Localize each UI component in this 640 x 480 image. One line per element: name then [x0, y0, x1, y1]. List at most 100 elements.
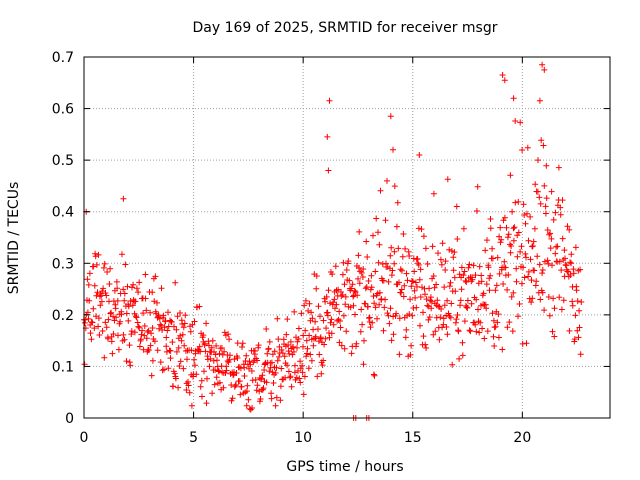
data-point — [218, 345, 225, 351]
data-point — [460, 225, 467, 232]
data-point — [416, 276, 423, 283]
data-point — [281, 353, 288, 360]
data-point — [565, 268, 572, 275]
data-point — [441, 284, 448, 291]
data-point — [368, 284, 375, 291]
data-point — [349, 281, 356, 288]
data-point — [370, 232, 376, 239]
data-point — [548, 235, 555, 242]
data-point — [175, 384, 182, 391]
data-point — [450, 254, 457, 261]
data-point — [234, 340, 241, 347]
data-point — [497, 224, 504, 231]
data-point — [256, 388, 263, 395]
data-point — [552, 250, 559, 257]
data-point — [266, 368, 273, 375]
data-point — [308, 357, 315, 364]
data-point — [348, 350, 355, 357]
data-point — [569, 298, 576, 305]
data-point — [156, 315, 163, 322]
data-point — [359, 321, 366, 328]
data-point — [407, 296, 414, 303]
data-point — [233, 381, 239, 388]
data-point — [295, 325, 302, 332]
data-points — [80, 61, 585, 421]
data-point — [385, 312, 392, 319]
data-point — [490, 333, 497, 340]
data-point — [100, 264, 107, 271]
data-point — [399, 267, 405, 274]
data-point — [185, 382, 192, 389]
data-point — [98, 292, 105, 299]
data-point — [529, 243, 536, 249]
data-point — [212, 367, 219, 373]
data-point — [515, 229, 522, 236]
data-point — [357, 328, 364, 335]
data-point — [424, 302, 431, 309]
data-point — [376, 289, 383, 296]
data-point — [377, 187, 384, 194]
data-point — [387, 305, 394, 312]
data-point — [462, 277, 469, 284]
data-point — [161, 366, 167, 373]
data-point — [458, 264, 465, 271]
data-point — [243, 402, 250, 409]
data-point — [309, 315, 316, 322]
data-point — [505, 271, 512, 278]
data-point — [226, 356, 233, 363]
data-point — [261, 367, 268, 373]
data-point — [104, 269, 111, 275]
data-point — [127, 362, 134, 369]
data-point — [276, 353, 282, 360]
data-point — [544, 257, 551, 264]
data-point — [557, 204, 564, 211]
data-point — [403, 270, 410, 277]
data-point — [417, 266, 424, 273]
data-point — [442, 267, 449, 273]
chart-title: Day 169 of 2025, SRMTID for receiver msg… — [193, 20, 498, 36]
data-point — [103, 324, 110, 331]
data-point — [426, 285, 433, 292]
data-point — [465, 264, 472, 271]
data-point — [237, 391, 244, 398]
data-point — [433, 281, 440, 288]
data-point — [196, 303, 203, 310]
data-point — [277, 383, 284, 390]
data-point — [332, 305, 338, 312]
data-point — [538, 137, 545, 144]
data-point — [246, 358, 253, 365]
data-point — [316, 351, 323, 358]
data-point — [398, 286, 405, 293]
data-point — [549, 262, 555, 269]
data-point — [401, 282, 408, 289]
data-point — [360, 361, 367, 368]
data-point — [224, 358, 231, 364]
data-point — [520, 264, 527, 271]
data-point — [329, 271, 336, 278]
data-point — [536, 194, 543, 201]
data-point — [140, 310, 147, 317]
data-point — [93, 261, 100, 268]
data-point — [99, 288, 106, 295]
data-point — [165, 365, 172, 372]
data-point — [542, 203, 549, 210]
data-point — [87, 330, 94, 337]
y-axis-label: SRMTID / TECUs — [6, 182, 22, 295]
data-point — [121, 336, 128, 343]
data-point — [507, 172, 514, 179]
data-point — [313, 285, 320, 292]
data-point — [558, 306, 565, 313]
data-point — [348, 285, 355, 292]
data-point — [339, 291, 346, 298]
data-point — [370, 371, 377, 378]
data-point — [239, 340, 246, 347]
data-point — [490, 317, 497, 324]
data-point-notable — [324, 133, 331, 140]
data-point — [439, 240, 446, 247]
data-point — [302, 297, 309, 304]
data-point — [482, 247, 489, 254]
data-point — [136, 279, 143, 286]
data-point — [499, 346, 506, 353]
data-point — [97, 302, 104, 309]
data-point — [91, 282, 98, 289]
